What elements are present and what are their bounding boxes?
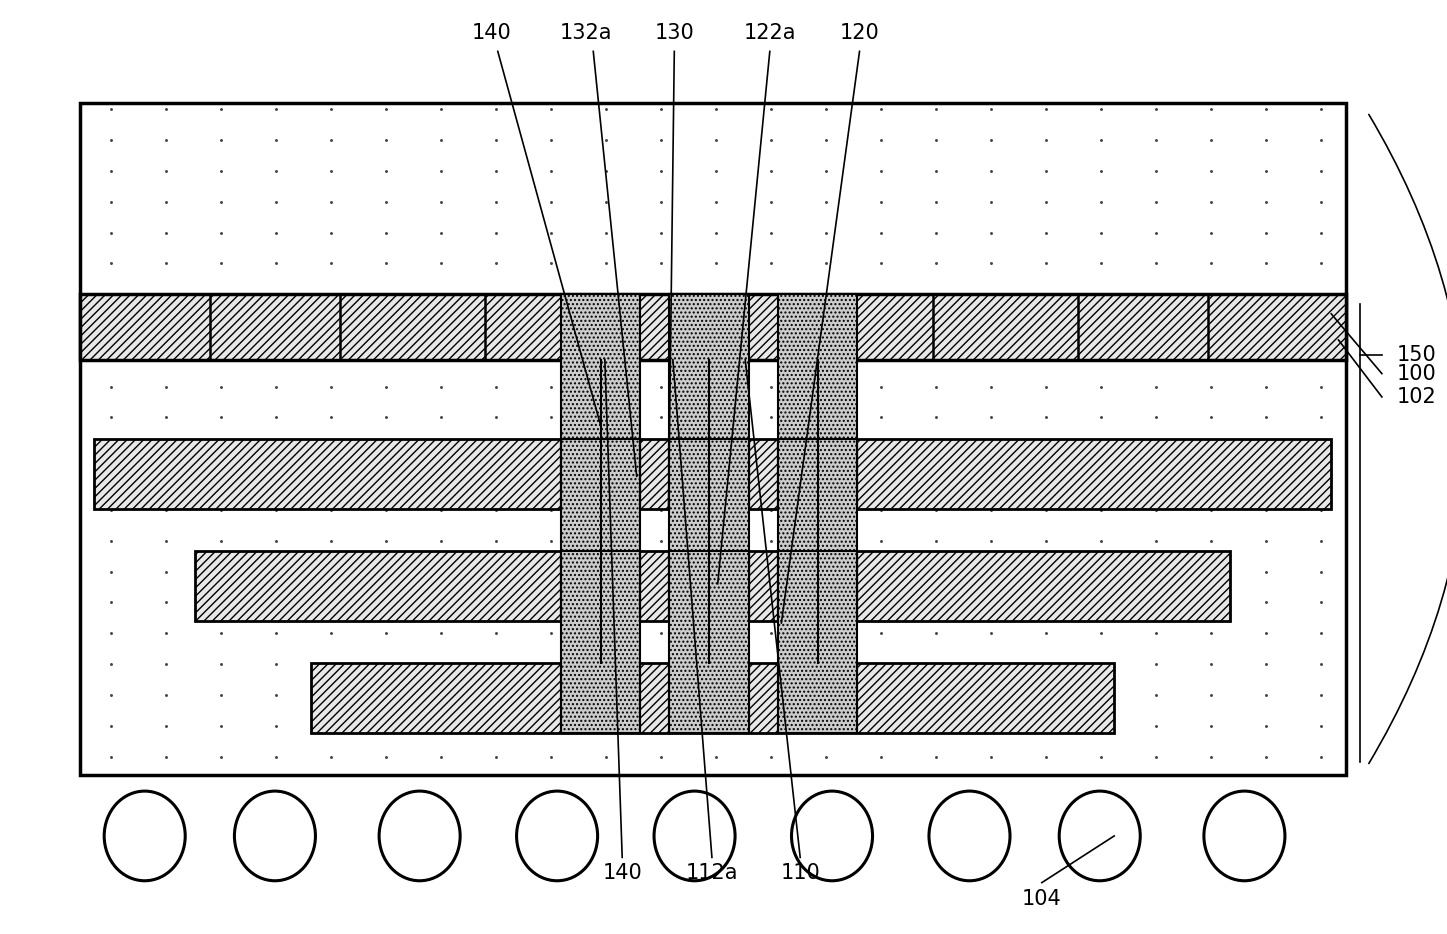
Ellipse shape	[234, 791, 315, 881]
Text: 132a: 132a	[560, 22, 612, 43]
Text: 140: 140	[602, 863, 642, 884]
Ellipse shape	[517, 791, 598, 881]
Text: 104: 104	[1022, 888, 1062, 909]
Text: 112a: 112a	[686, 863, 738, 884]
Bar	[311, 663, 1114, 733]
Text: 120: 120	[839, 22, 880, 43]
Bar	[560, 294, 640, 509]
Text: 102: 102	[1396, 387, 1435, 407]
Bar	[778, 294, 857, 509]
Ellipse shape	[929, 791, 1010, 881]
Text: 122a: 122a	[744, 22, 796, 43]
Bar	[778, 439, 857, 621]
Ellipse shape	[654, 791, 735, 881]
Bar	[669, 294, 750, 509]
Ellipse shape	[792, 791, 873, 881]
Bar	[80, 294, 1346, 360]
Text: 150: 150	[1396, 345, 1435, 365]
Text: 140: 140	[472, 22, 512, 43]
Bar	[560, 551, 640, 733]
Ellipse shape	[379, 791, 460, 881]
Text: 130: 130	[654, 22, 695, 43]
Ellipse shape	[1204, 791, 1285, 881]
Bar	[560, 439, 640, 621]
Text: 110: 110	[780, 863, 820, 884]
Bar	[94, 439, 1331, 509]
Bar	[669, 439, 750, 621]
Ellipse shape	[1059, 791, 1140, 881]
Bar	[778, 551, 857, 733]
Bar	[80, 103, 1346, 775]
Bar	[195, 551, 1230, 621]
Text: 100: 100	[1396, 363, 1435, 384]
Bar	[669, 551, 750, 733]
Ellipse shape	[104, 791, 185, 881]
